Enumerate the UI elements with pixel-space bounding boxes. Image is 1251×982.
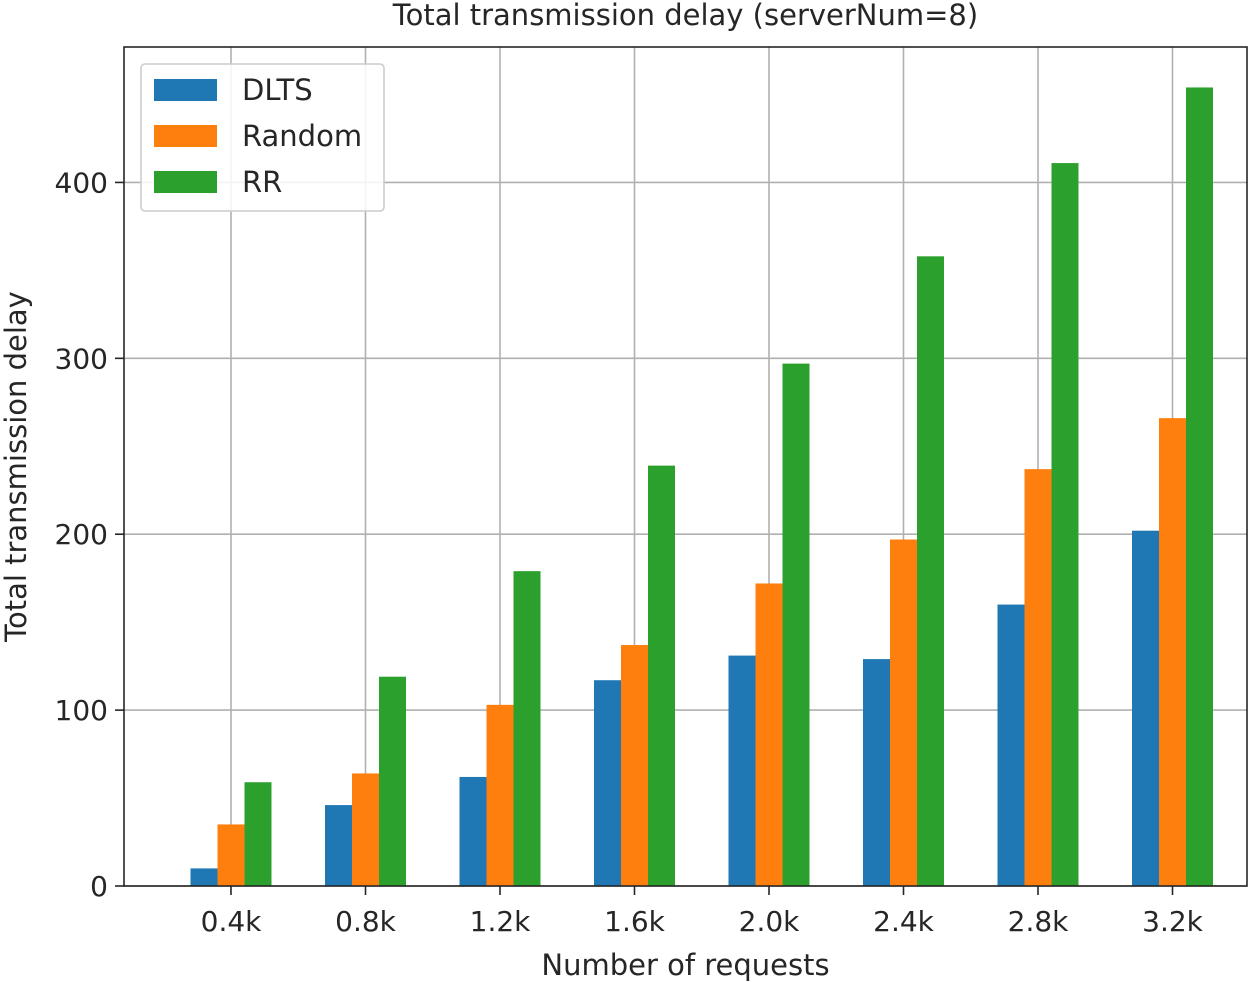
y-tick-label: 300 bbox=[55, 342, 108, 375]
y-axis-label: Total transmission delay bbox=[0, 291, 33, 643]
legend-label-rr: RR bbox=[242, 165, 282, 199]
chart-title: Total transmission delay (serverNum=8) bbox=[392, 0, 978, 32]
legend: DLTS Random RR bbox=[140, 63, 385, 212]
x-axis-label: Number of requests bbox=[541, 948, 829, 982]
x-tick-label: 2.0k bbox=[739, 905, 801, 938]
legend-swatch-dlts bbox=[154, 79, 217, 101]
ticks-layer: 0 100 200 300 400 0.4k 0.8k 1.2k 1.6k 2.0k 2.4k 2.8… bbox=[55, 166, 1204, 938]
x-tick-label: 2.8k bbox=[1008, 905, 1070, 938]
bar-rr-1.2k bbox=[513, 571, 541, 886]
bar-random-1.2k bbox=[486, 704, 514, 886]
bar-rr-2.4k bbox=[917, 256, 944, 886]
bar-dlts-1.6k bbox=[594, 680, 621, 886]
x-tick-label: 3.2k bbox=[1142, 905, 1204, 938]
bar-rr-0.8k bbox=[379, 676, 406, 886]
bar-random-2.4k bbox=[890, 539, 917, 886]
y-tick-label: 400 bbox=[55, 166, 108, 199]
legend-swatch-random bbox=[154, 125, 217, 147]
x-tick-label: 1.6k bbox=[604, 905, 666, 938]
x-tick-label: 2.4k bbox=[873, 905, 935, 938]
y-tick-label: 200 bbox=[55, 518, 108, 551]
bar-random-0.8k bbox=[352, 773, 379, 886]
bar-rr-2.0k bbox=[782, 363, 810, 886]
bar-dlts-0.8k bbox=[325, 805, 352, 886]
legend-label-dlts: DLTS bbox=[242, 73, 313, 107]
legend-label-random: Random bbox=[242, 119, 362, 153]
bar-dlts-1.2k bbox=[459, 776, 487, 886]
x-tick-label: 1.2k bbox=[470, 905, 532, 938]
y-tick-label: 100 bbox=[55, 694, 108, 727]
x-tick-label: 0.8k bbox=[335, 905, 397, 938]
bar-rr-1.6k bbox=[648, 465, 675, 886]
bar-dlts-3.2k bbox=[1132, 530, 1159, 886]
bar-rr-2.8k bbox=[1051, 163, 1079, 887]
bar-rr-3.2k bbox=[1186, 87, 1213, 886]
bar-dlts-0.4k bbox=[190, 868, 218, 886]
y-tick-label: 0 bbox=[90, 870, 108, 903]
bar-random-1.6k bbox=[621, 645, 648, 886]
bar-dlts-2.0k bbox=[728, 655, 756, 886]
bar-random-3.2k bbox=[1159, 418, 1186, 886]
bar-dlts-2.4k bbox=[863, 659, 890, 886]
bar-random-2.0k bbox=[755, 583, 783, 886]
plot-frame bbox=[123, 46, 1248, 887]
bar-rr-0.4k bbox=[244, 782, 272, 886]
bar-random-0.4k bbox=[217, 824, 245, 886]
bar-random-2.8k bbox=[1024, 469, 1052, 886]
legend-swatch-rr bbox=[154, 171, 217, 193]
x-tick-label: 0.4k bbox=[201, 905, 263, 938]
bars-layer bbox=[190, 87, 1213, 887]
bar-dlts-2.8k bbox=[997, 604, 1025, 886]
